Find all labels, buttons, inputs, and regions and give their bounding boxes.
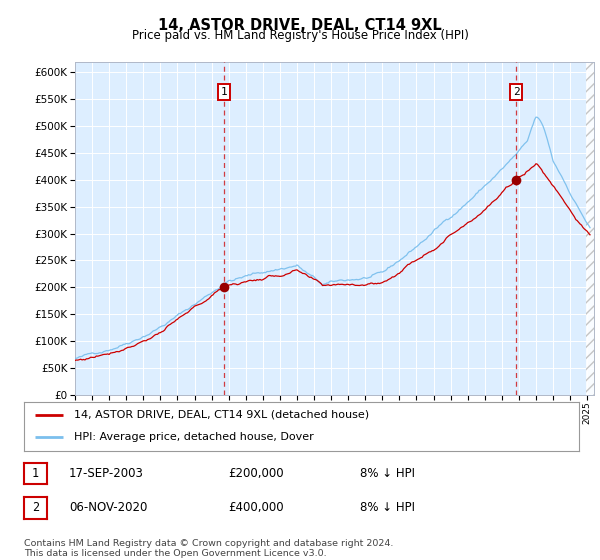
Text: 1: 1 (220, 87, 227, 97)
Text: 14, ASTOR DRIVE, DEAL, CT14 9XL: 14, ASTOR DRIVE, DEAL, CT14 9XL (158, 18, 442, 33)
Text: 8% ↓ HPI: 8% ↓ HPI (360, 501, 415, 515)
Text: 06-NOV-2020: 06-NOV-2020 (69, 501, 148, 515)
Text: 1: 1 (32, 466, 39, 480)
Text: 14, ASTOR DRIVE, DEAL, CT14 9XL (detached house): 14, ASTOR DRIVE, DEAL, CT14 9XL (detache… (74, 410, 369, 420)
Text: 2: 2 (513, 87, 520, 97)
Text: Contains HM Land Registry data © Crown copyright and database right 2024.
This d: Contains HM Land Registry data © Crown c… (24, 539, 394, 558)
Text: 8% ↓ HPI: 8% ↓ HPI (360, 466, 415, 480)
Text: £400,000: £400,000 (228, 501, 284, 515)
Text: HPI: Average price, detached house, Dover: HPI: Average price, detached house, Dove… (74, 432, 314, 442)
Text: £200,000: £200,000 (228, 466, 284, 480)
Text: 2: 2 (32, 501, 39, 515)
Text: 17-SEP-2003: 17-SEP-2003 (69, 466, 144, 480)
Text: Price paid vs. HM Land Registry's House Price Index (HPI): Price paid vs. HM Land Registry's House … (131, 29, 469, 42)
